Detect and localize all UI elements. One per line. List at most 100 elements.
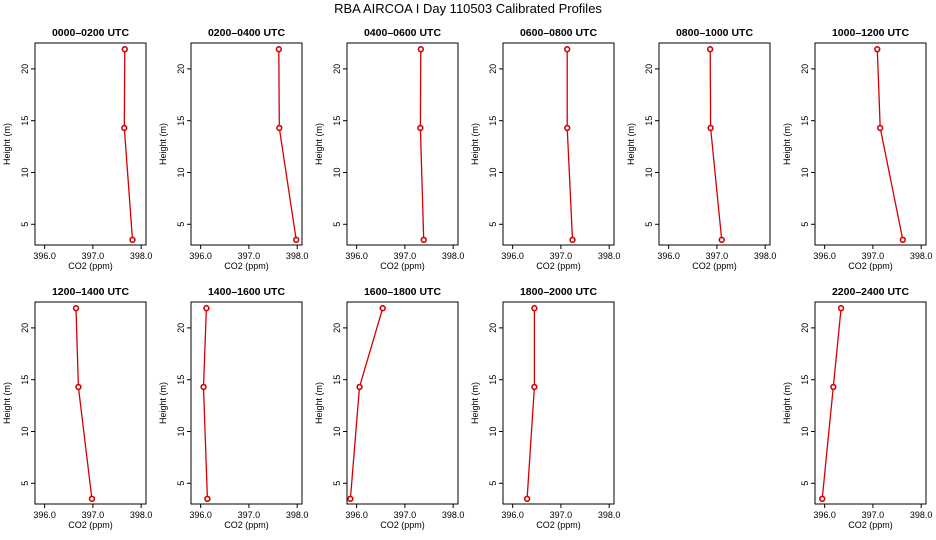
x-tick-label: 396.0 <box>345 510 368 520</box>
y-tick-label: 20 <box>488 323 498 333</box>
panel-title: 0600–0800 UTC <box>520 27 597 39</box>
x-tick-label: 398.0 <box>754 251 777 261</box>
plot-frame <box>814 42 927 246</box>
y-tick-label: 10 <box>644 167 654 177</box>
data-point <box>563 46 571 53</box>
x-tick-label: 396.0 <box>345 251 368 261</box>
panel-title: 0400–0600 UTC <box>364 27 441 39</box>
data-point <box>417 124 424 132</box>
profile-panel: 0400–0600 UTC 396.0 397.0 398.0 5 10 15 20 CO2 (… <box>314 27 464 271</box>
y-tick-label: 5 <box>488 481 498 486</box>
plot-frame <box>502 301 615 505</box>
y-tick-label: 10 <box>176 426 186 436</box>
data-point <box>563 124 571 132</box>
data-point <box>293 236 300 244</box>
x-tick-label: 397.0 <box>550 251 573 261</box>
x-tick-label: 397.0 <box>238 251 261 261</box>
panel-grid: 0000–0200 UTC 396.0 397.0 398.0 5 10 15 20 CO2 (… <box>2 27 932 530</box>
y-tick-label: 15 <box>20 375 30 385</box>
panel-title: 2200–2400 UTC <box>832 286 909 298</box>
x-tick-label: 398.0 <box>442 510 465 520</box>
y-tick-label: 5 <box>332 222 342 227</box>
data-point <box>276 124 283 132</box>
x-tick-label: 398.0 <box>130 251 153 261</box>
x-axis-label: CO2 (ppm) <box>536 520 581 530</box>
y-tick-label: 15 <box>20 116 30 126</box>
y-tick-label: 5 <box>800 222 810 227</box>
x-tick-label: 396.0 <box>189 251 212 261</box>
profile-panel: 1000–1200 UTC 396.0 397.0 398.0 5 10 15 20 CO2 (… <box>782 27 932 271</box>
y-axis-label: Height (m) <box>470 123 480 165</box>
data-point <box>819 495 826 503</box>
x-tick-label: 398.0 <box>286 510 309 520</box>
profile-panel: 1600–1800 UTC 396.0 397.0 398.0 5 10 15 20 CO2 (… <box>314 286 464 530</box>
x-tick-label: 397.0 <box>706 251 729 261</box>
y-axis-label: Height (m) <box>314 382 324 424</box>
x-tick-label: 396.0 <box>33 251 56 261</box>
data-point <box>203 305 210 312</box>
x-tick-label: 398.0 <box>910 251 933 261</box>
x-tick-label: 396.0 <box>813 510 836 520</box>
figure-title: RBA AIRCOA I Day 110503 Calibrated Profi… <box>334 1 602 16</box>
panel-title: 1000–1200 UTC <box>832 27 909 39</box>
y-tick-label: 5 <box>20 481 30 486</box>
y-tick-label: 5 <box>20 222 30 227</box>
data-point <box>121 124 128 132</box>
x-tick-label: 396.0 <box>813 251 836 261</box>
x-axis-label: CO2 (ppm) <box>68 520 113 530</box>
y-axis-label: Height (m) <box>470 382 480 424</box>
x-tick-label: 398.0 <box>286 251 309 261</box>
y-tick-label: 5 <box>644 222 654 227</box>
data-point <box>379 305 386 312</box>
data-point <box>356 383 363 391</box>
y-tick-label: 5 <box>332 481 342 486</box>
y-tick-label: 20 <box>800 64 810 74</box>
y-tick-label: 15 <box>332 116 342 126</box>
y-axis-label: Height (m) <box>158 123 168 165</box>
y-tick-label: 20 <box>176 64 186 74</box>
x-tick-label: 397.0 <box>394 510 417 520</box>
y-tick-label: 15 <box>488 116 498 126</box>
y-tick-label: 15 <box>332 375 342 385</box>
y-axis-label: Height (m) <box>2 123 12 165</box>
data-point <box>876 124 884 132</box>
plot-frame <box>190 42 303 246</box>
x-tick-label: 397.0 <box>82 251 105 261</box>
data-point <box>88 495 96 503</box>
data-point <box>830 383 837 391</box>
y-axis-label: Height (m) <box>2 382 12 424</box>
panel-title: 1800–2000 UTC <box>520 286 597 298</box>
data-point <box>347 495 354 503</box>
plot-frame <box>34 301 147 505</box>
data-point <box>129 236 136 244</box>
y-tick-label: 10 <box>332 426 342 436</box>
data-point <box>420 236 427 244</box>
y-tick-label: 10 <box>176 167 186 177</box>
x-axis-label: CO2 (ppm) <box>692 261 737 271</box>
profile-panel: 1800–2000 UTC 396.0 397.0 398.0 5 10 15 20 CO2 (… <box>470 286 620 530</box>
data-point <box>874 46 881 53</box>
y-tick-label: 5 <box>488 222 498 227</box>
panel-title: 0000–0200 UTC <box>52 27 129 39</box>
profile-panel: 2200–2400 UTC 396.0 397.0 398.0 5 10 15 20 CO2 (… <box>782 286 932 530</box>
x-axis-label: CO2 (ppm) <box>68 261 113 271</box>
data-point <box>200 383 207 391</box>
y-tick-label: 20 <box>20 64 30 74</box>
y-tick-label: 10 <box>800 167 810 177</box>
y-tick-label: 15 <box>800 116 810 126</box>
y-tick-label: 20 <box>644 64 654 74</box>
x-tick-label: 397.0 <box>82 510 105 520</box>
x-tick-label: 396.0 <box>501 251 524 261</box>
y-tick-label: 15 <box>176 375 186 385</box>
plot-frame <box>502 42 615 246</box>
y-tick-label: 10 <box>800 426 810 436</box>
x-tick-label: 396.0 <box>189 510 212 520</box>
y-tick-label: 20 <box>800 323 810 333</box>
y-tick-label: 10 <box>20 426 30 436</box>
x-tick-label: 397.0 <box>238 510 261 520</box>
profile-panel: 0800–1000 UTC 396.0 397.0 398.0 5 10 15 20 CO2 (… <box>626 27 776 271</box>
data-point <box>707 124 714 132</box>
y-axis-label: Height (m) <box>314 123 324 165</box>
